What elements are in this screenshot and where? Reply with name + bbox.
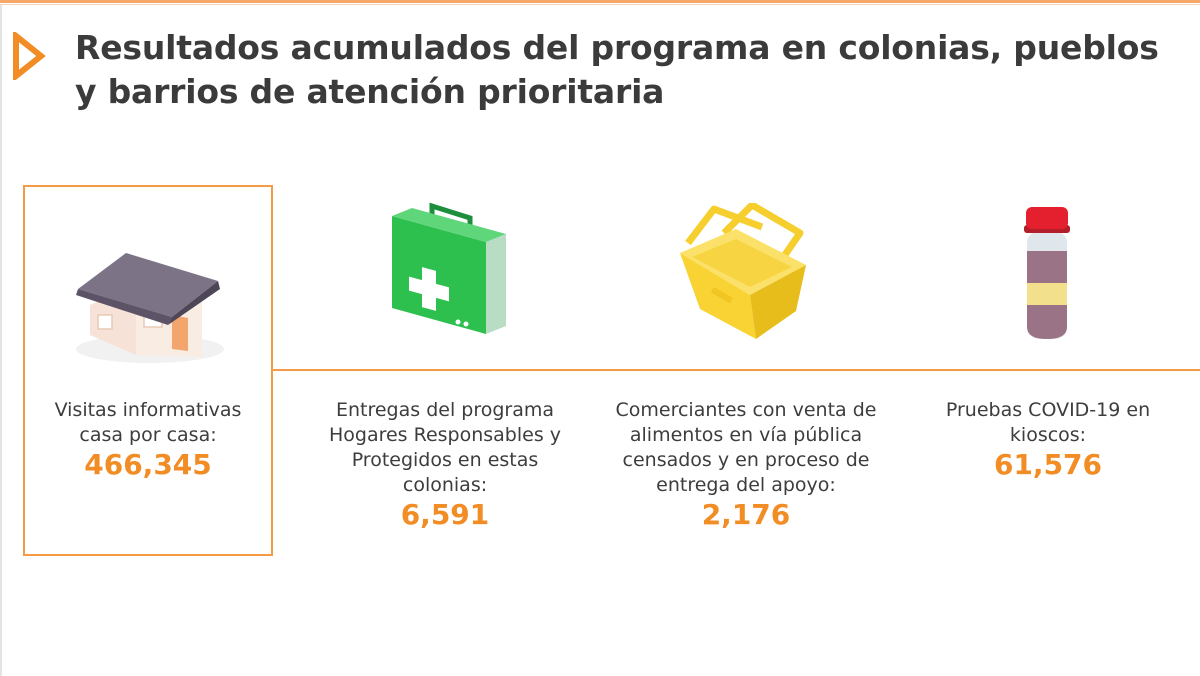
top-rule-thin (0, 4, 1200, 5)
stat-label: Visitas informativas casa por casa: (54, 399, 242, 446)
stat-visitas: Visitas informativas casa por casa: 466,… (48, 398, 248, 481)
stat-label: Pruebas COVID-19 en kioscos: (945, 399, 1151, 446)
top-rule (0, 0, 1200, 3)
page-title: Resultados acumulados del programa en co… (75, 28, 1159, 111)
stat-value: 2,176 (701, 498, 791, 531)
house-icon (76, 253, 224, 363)
stat-entregas: Entregas del programa Hogares Responsabl… (318, 398, 572, 531)
basket-icon (680, 203, 806, 339)
test-tube-icon (1024, 207, 1070, 339)
stat-pruebas: Pruebas COVID-19 en kioscos: 61,576 (926, 398, 1170, 481)
highlight-frame (23, 185, 273, 556)
stat-value: 466,345 (84, 448, 212, 481)
left-edge-line (0, 5, 2, 676)
connector-line (273, 369, 1200, 371)
play-arrow-icon (13, 32, 46, 80)
first-aid-kit-icon (392, 202, 506, 334)
stat-label: Comerciantes con venta de alimentos en v… (615, 399, 877, 496)
stat-value: 61,576 (993, 448, 1103, 481)
stat-label: Entregas del programa Hogares Responsabl… (328, 399, 562, 496)
stat-comerciantes: Comerciantes con venta de alimentos en v… (612, 398, 880, 531)
stat-value: 6,591 (400, 498, 490, 531)
